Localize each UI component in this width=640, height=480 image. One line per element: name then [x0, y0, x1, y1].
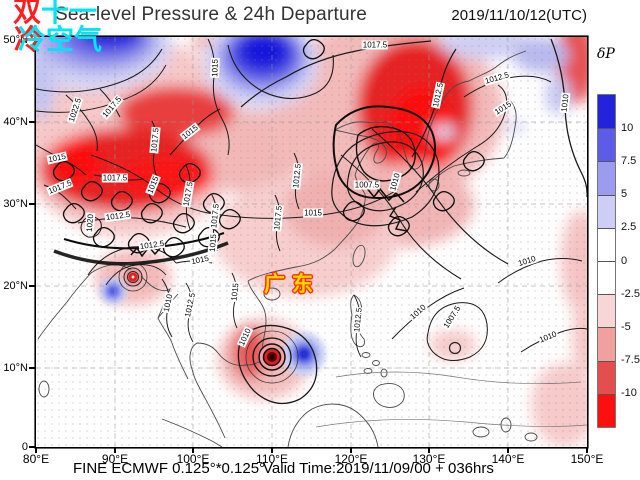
contour-label: 1012.5 [483, 70, 511, 86]
colorbar: 10 7.5 5 2.5 0 -2.5 -5 -7.5 -10 [598, 95, 640, 427]
colorbar-tick-label: -2.5 [621, 287, 640, 300]
lon-tick [35, 447, 37, 453]
colorbar-tick-label: 2.5 [621, 221, 637, 234]
contour-label: 1015 [145, 174, 161, 196]
lat-tick [29, 367, 36, 369]
contour-label: 1017.5 [149, 126, 161, 154]
contour-label: 1010 [236, 326, 254, 348]
lon-tick [350, 447, 352, 453]
colorbar-segment [598, 294, 615, 328]
overlay-text-line2: 冷空气 [18, 25, 102, 55]
minor-contours [315, 371, 587, 428]
graticule [36, 37, 587, 447]
contour-label: 1012.5 [352, 306, 364, 334]
cn-line2-rest: 空气 [46, 24, 103, 55]
contour-label: 1015 [229, 281, 241, 303]
lon-tick-label: 80°E [22, 452, 50, 466]
lat-tick [29, 121, 36, 123]
lon-tick [271, 447, 273, 453]
colorbar-tick-label: 0 [621, 254, 628, 267]
contour-label: 1012.5 [182, 291, 198, 319]
lat-tick-label: 0 [21, 441, 28, 453]
contour-label: 1010 [387, 171, 403, 193]
lat-tick-label: 10°N [3, 362, 28, 374]
lon-tick [114, 447, 116, 453]
contour-label: 1012.5 [430, 81, 446, 109]
datetime-label: 2019/11/10/12(UTC) [451, 7, 587, 24]
model-info: FINE ECMWF 0.125°*0.125° [73, 460, 266, 477]
contour-label: 1017.5 [46, 177, 74, 197]
contour-label: 1010 [161, 292, 175, 314]
cn-line2-first: 冷 [18, 24, 47, 55]
colorbar-tick-label: -10 [621, 387, 637, 400]
colorbar-segment [598, 227, 615, 261]
lon-tick [586, 447, 588, 453]
contour-label: 1015 [303, 208, 323, 218]
contour-label: 1017.5 [101, 173, 129, 183]
lon-tick [428, 447, 430, 453]
cn-line1-rest: 十一 [41, 0, 98, 27]
contour-label: 1017.5 [181, 180, 195, 208]
contour-label: 1015 [207, 232, 219, 254]
lon-tick [507, 447, 509, 453]
guangdong-label: 广东 [264, 273, 320, 296]
contour-label: 1010 [516, 253, 538, 269]
colorbar-segment [598, 260, 615, 295]
colorbar-segments [598, 95, 615, 427]
contour-label: 1020 [84, 212, 96, 234]
colorbar-tick-label: -7.5 [621, 354, 640, 367]
lon-tick [192, 447, 194, 453]
contour-label: 1015 [46, 151, 68, 165]
colorbar-segment [598, 194, 615, 228]
colorbar-segment [598, 95, 615, 129]
contour-label: 1010 [559, 92, 571, 114]
contour-label: 1010 [537, 329, 559, 345]
colorbar-tick-label: 10 [621, 121, 634, 134]
contour-label: 1010 [407, 302, 429, 322]
lat-tick [29, 285, 36, 287]
contour-label: 1012.5 [138, 238, 166, 252]
tropical-cyclone-south-china-sea [245, 330, 299, 384]
lat-tick-label: 30°N [3, 198, 28, 210]
cn-line1-first: 双 [13, 0, 42, 27]
lat-tick [29, 446, 36, 448]
contour-label: 1017.5 [209, 202, 221, 230]
lat-tick-label: 20°N [3, 280, 28, 292]
weather-map-canvas [36, 37, 587, 447]
stipple-texture [36, 37, 587, 447]
colorbar-segment [598, 393, 615, 427]
contour-label: 1017.5 [100, 93, 124, 121]
contour-label: 1015 [179, 122, 201, 142]
colorbar-tick-label: 7.5 [621, 154, 637, 167]
lon-tick-label: 150°E [570, 452, 604, 466]
weak-low-philippine-sea [448, 341, 462, 355]
contour-label: 1022.5 [66, 96, 84, 124]
colorbar-ticks: 10 7.5 5 2.5 0 -2.5 -5 -7.5 -10 [621, 95, 640, 427]
contour-label: 1017.5 [361, 40, 389, 50]
contour-label: 1007.5 [441, 303, 463, 331]
lat-tick [29, 203, 36, 205]
valid-time: Valid Time:2019/11/09/00 + 036hrs [263, 460, 494, 477]
contour-labels: 1017.5 1012.5 1015 1022.5 1017.5 1015 1017.5 10… [36, 37, 587, 447]
colorbar-segment [598, 360, 615, 394]
contour-label: 1017.5 [272, 204, 284, 232]
colorbar-segment [598, 128, 615, 162]
overlay-text-line1: 双十一 [13, 0, 97, 27]
contour-label: 1007.5 [353, 180, 381, 190]
tropical-cyclone-bay-of-bengal [118, 262, 148, 292]
contour-label: 1015 [189, 253, 211, 267]
colorbar-segment [598, 161, 615, 195]
page-title: Sea-level Pressure & 24h Departure [55, 4, 368, 25]
contour-label: 1012.5 [104, 209, 132, 223]
colorbar-tick-label: 5 [621, 188, 628, 201]
colorbar-tick-label: -5 [621, 320, 631, 333]
map-area: 1017.5 1012.5 1015 1022.5 1017.5 1015 1017.5 10… [36, 37, 587, 447]
contour-label: 1015 [492, 98, 514, 118]
lat-tick-label: 40°N [3, 116, 28, 128]
colorbar-segment [598, 327, 615, 361]
contour-label: 1015 [210, 57, 220, 79]
contour-label: 1012.5 [291, 162, 303, 190]
colorbar-title: δP [597, 46, 615, 62]
